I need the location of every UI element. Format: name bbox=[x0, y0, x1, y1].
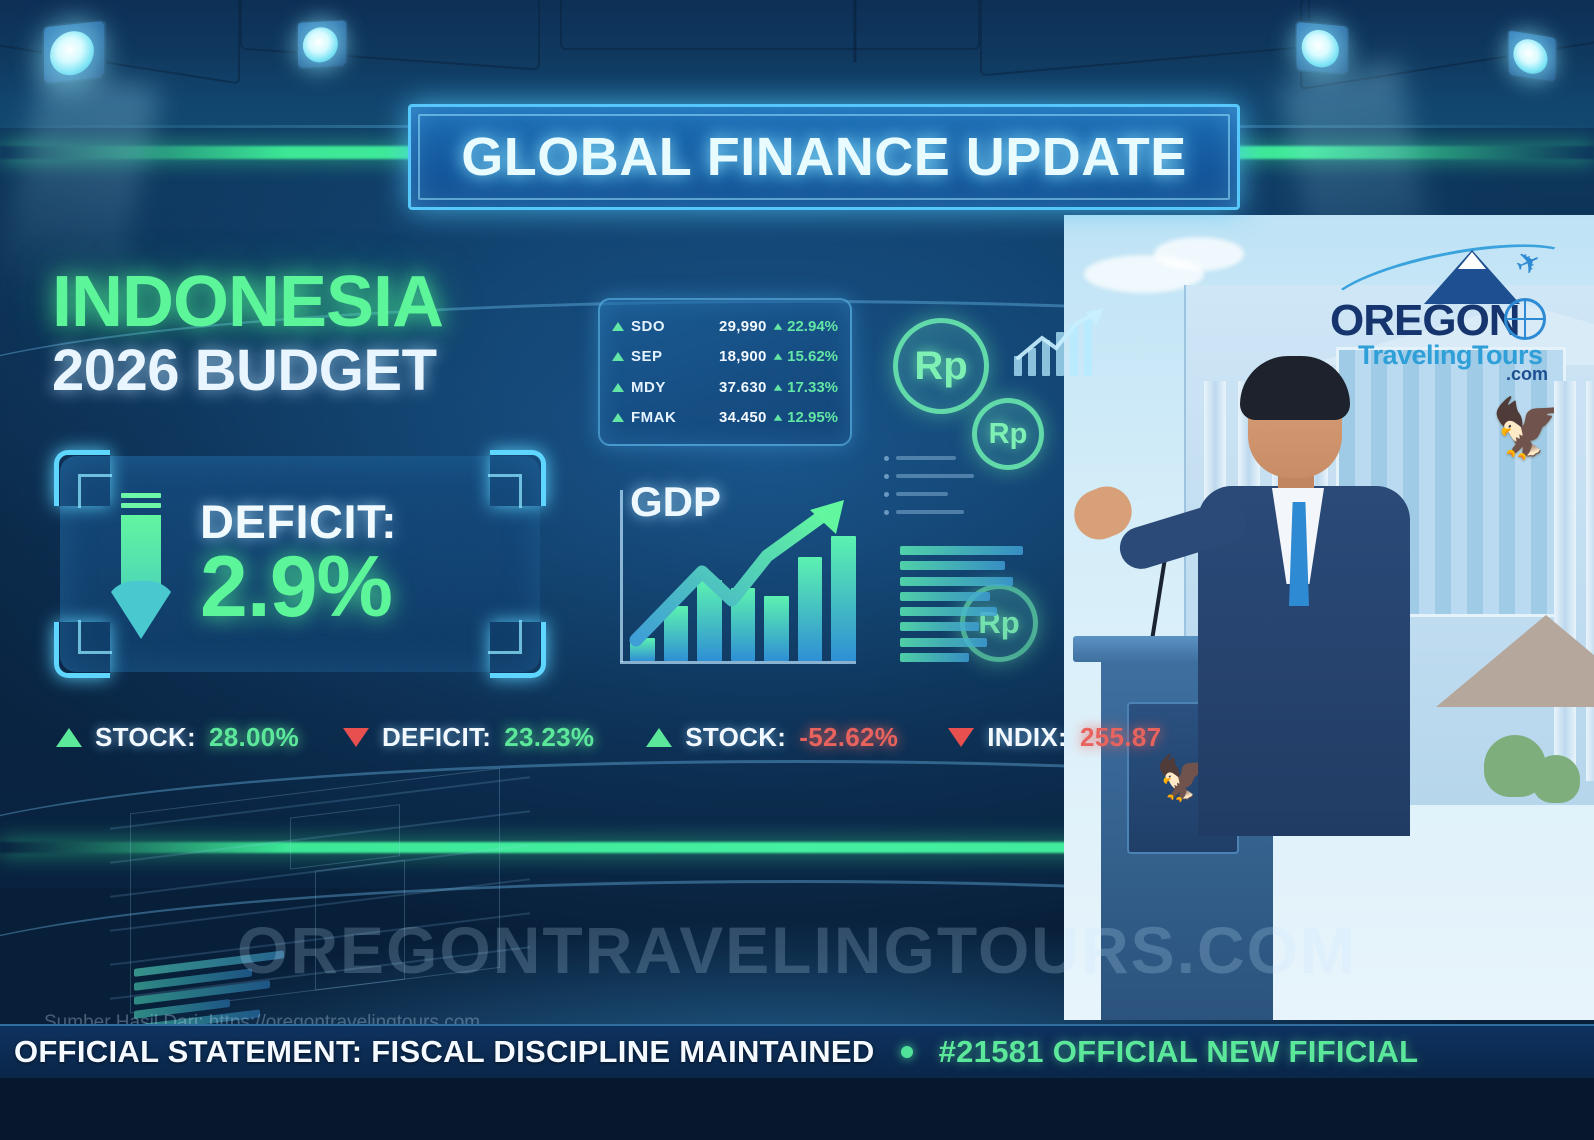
studio-arc-line bbox=[0, 760, 1594, 1020]
headline-block: INDONESIA 2026 BUDGET bbox=[52, 262, 444, 404]
stats-strip: STOCK: 28.00% DEFICIT: 23.23% STOCK: -52… bbox=[0, 706, 1594, 768]
stat-value: 255.87 bbox=[1080, 721, 1162, 752]
deficit-panel: DEFICIT: 2.9% bbox=[54, 450, 546, 678]
stat-value: 23.23% bbox=[504, 721, 595, 752]
ticker-change: 12.95% bbox=[767, 409, 838, 426]
speaker-figure bbox=[1066, 356, 1430, 836]
oregon-traveling-tours-logo: ✈ OREGON TravelingTours .com bbox=[1320, 228, 1588, 384]
ticker-price: 29,990 bbox=[718, 317, 767, 335]
stat-item: DEFICIT: 23.23% bbox=[342, 721, 595, 753]
stat-item: STOCK: 28.00% bbox=[56, 722, 299, 753]
horizontal-bar-chart bbox=[900, 546, 1028, 662]
chart-bar bbox=[797, 557, 823, 661]
stat-item: INDIX: 255.87 bbox=[948, 722, 1161, 753]
compass-rose-icon bbox=[1504, 298, 1546, 340]
down-arrow-icon bbox=[104, 489, 178, 639]
chart-y-axis bbox=[620, 490, 623, 662]
triangle-up-icon bbox=[773, 353, 783, 360]
status-ticker-id: #21581 OFFICIAL NEW FIFICIAL bbox=[938, 1034, 1419, 1069]
stat-value: 28.00% bbox=[209, 721, 299, 752]
triangle-up-icon bbox=[646, 727, 673, 747]
deficit-label: DEFICIT: bbox=[200, 495, 398, 549]
studio-spotlight-icon bbox=[1294, 20, 1350, 76]
gdp-label: GDP bbox=[630, 478, 722, 525]
trend-arrow-icon bbox=[629, 500, 844, 647]
ticker-change: 15.62% bbox=[767, 348, 838, 365]
status-statement: OFFICIAL STATEMENT: FISCAL DISCIPLINE MA… bbox=[14, 1034, 875, 1069]
triangle-up-icon bbox=[612, 382, 624, 392]
broadcast-title-banner: GLOBAL FINANCE UPDATE bbox=[408, 104, 1240, 210]
triangle-up-icon bbox=[612, 352, 624, 362]
triangle-up-icon bbox=[773, 384, 783, 391]
rupiah-coin-icon: Rp bbox=[972, 398, 1044, 470]
ticker-symbol: MDY bbox=[631, 378, 666, 396]
mountain-snowcap-icon bbox=[1458, 252, 1486, 269]
ticker-change: 22.94% bbox=[767, 318, 838, 335]
logo-tld: .com bbox=[1506, 364, 1549, 384]
stat-label: STOCK: bbox=[685, 721, 787, 752]
table-row: SDO 29,990 22.94% bbox=[612, 314, 838, 339]
triangle-up-icon bbox=[612, 321, 624, 331]
triangle-up-icon bbox=[773, 323, 783, 330]
tree-decor bbox=[1532, 755, 1580, 803]
center-watermark: OREGONTRAVELINGTOURS.COM bbox=[237, 913, 1357, 987]
ticker-price: 34.450 bbox=[718, 409, 767, 427]
triangle-down-icon bbox=[948, 727, 975, 747]
logo-tagline: TravelingTours bbox=[1358, 340, 1543, 370]
ticker-symbol: SDO bbox=[631, 317, 666, 335]
triangle-up-icon bbox=[56, 727, 82, 747]
bullet-dot-icon bbox=[900, 1046, 913, 1058]
stock-ticker-table[interactable]: SDO 29,990 22.94% SEP 18,900 15.62% MDY … bbox=[598, 298, 852, 446]
accent-strip bbox=[0, 842, 1594, 853]
stat-label: INDIX: bbox=[987, 721, 1068, 752]
ticker-price: 37.630 bbox=[718, 378, 767, 396]
logo-name: OREGON bbox=[1330, 296, 1521, 345]
triangle-up-icon bbox=[612, 413, 624, 423]
stat-label: DEFICIT: bbox=[381, 721, 492, 752]
deficit-value: 2.9% bbox=[200, 539, 393, 636]
page-title: GLOBAL FINANCE UPDATE bbox=[461, 127, 1187, 187]
mini-trend-arrow-icon bbox=[1016, 308, 1104, 360]
triangle-up-icon bbox=[773, 414, 783, 421]
table-row: MDY 37.630 17.33% bbox=[612, 375, 838, 400]
mini-bar-chart bbox=[1012, 308, 1108, 382]
stat-value: -52.62% bbox=[799, 721, 899, 752]
table-row: FMAK 34.450 12.95% bbox=[612, 405, 838, 430]
headline-country: INDONESIA bbox=[52, 262, 444, 342]
bottom-status-bar: OFFICIAL STATEMENT: FISCAL DISCIPLINE MA… bbox=[0, 1024, 1594, 1078]
ticker-symbol: SEP bbox=[631, 348, 663, 366]
ticker-change: 17.33% bbox=[767, 379, 838, 396]
stat-item: STOCK: -52.62% bbox=[646, 722, 898, 753]
gdp-chart: GDP bbox=[592, 476, 860, 672]
ticker-price: 18,900 bbox=[718, 348, 767, 366]
headline-subtitle: 2026 BUDGET bbox=[52, 338, 437, 404]
stat-label: STOCK: bbox=[95, 721, 196, 752]
chart-x-axis bbox=[620, 661, 856, 664]
chart-bar bbox=[764, 596, 789, 661]
studio-spotlight-icon bbox=[1507, 28, 1557, 84]
ticker-symbol: FMAK bbox=[631, 409, 677, 427]
garuda-emblem-icon: 🦅 bbox=[1491, 396, 1564, 461]
table-row: SEP 18,900 15.62% bbox=[612, 344, 838, 369]
triangle-down-icon bbox=[342, 727, 369, 747]
rupiah-coin-icon: Rp bbox=[893, 318, 989, 414]
chart-bar bbox=[831, 536, 857, 661]
studio-spotlight-icon bbox=[296, 18, 348, 70]
